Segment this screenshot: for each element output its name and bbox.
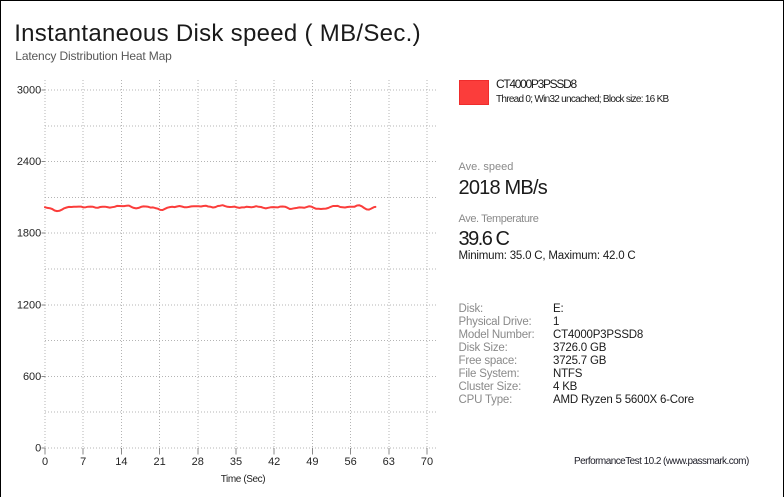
svg-text:56: 56 xyxy=(344,456,356,468)
svg-text:35: 35 xyxy=(230,456,242,468)
svg-text:3000: 3000 xyxy=(17,85,41,97)
svg-text:42: 42 xyxy=(268,456,280,468)
svg-text:14: 14 xyxy=(115,456,127,468)
svg-text:70: 70 xyxy=(421,456,433,468)
svg-text:0: 0 xyxy=(42,456,48,468)
svg-text:49: 49 xyxy=(306,456,318,468)
svg-text:600: 600 xyxy=(23,371,41,383)
svg-text:63: 63 xyxy=(383,456,395,468)
svg-text:0: 0 xyxy=(35,443,41,455)
svg-text:21: 21 xyxy=(153,456,165,468)
svg-text:1200: 1200 xyxy=(17,299,41,311)
svg-text:7: 7 xyxy=(80,456,86,468)
svg-text:1800: 1800 xyxy=(17,228,41,240)
svg-text:28: 28 xyxy=(192,456,204,468)
svg-text:2400: 2400 xyxy=(17,156,41,168)
